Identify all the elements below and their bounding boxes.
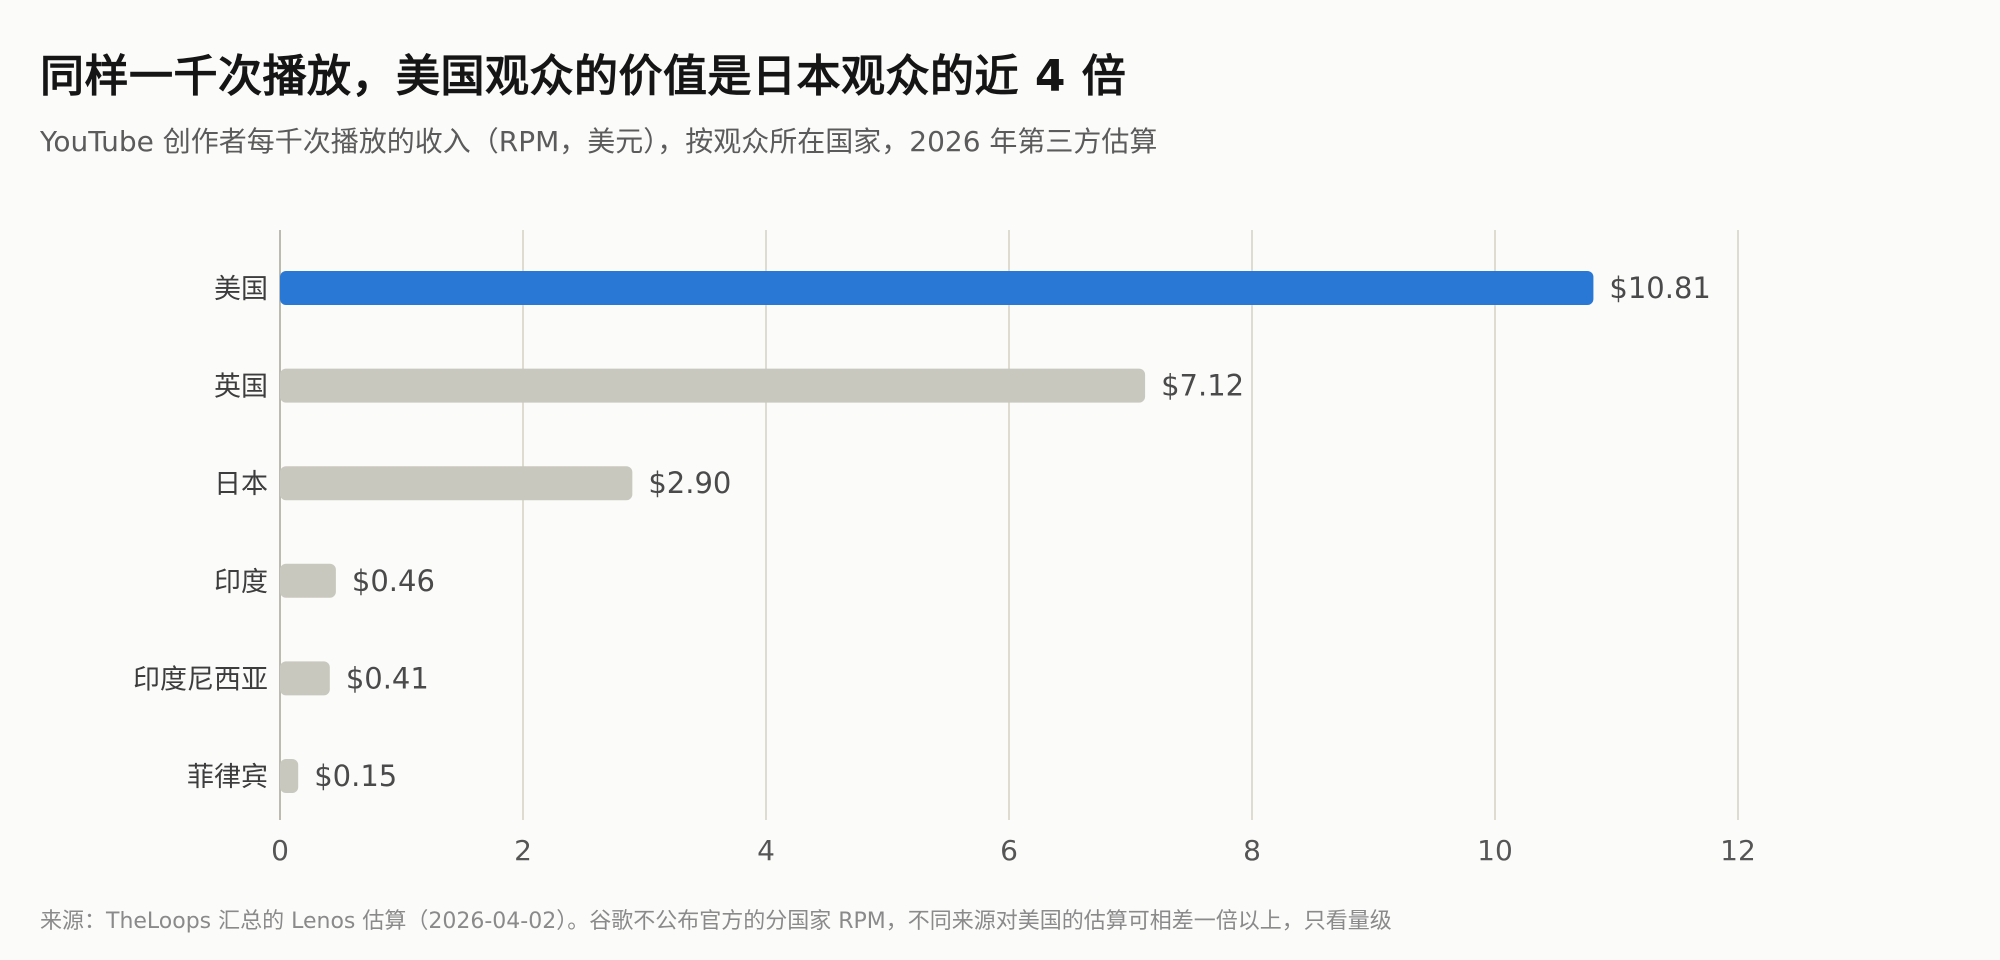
- bar-3: [280, 563, 336, 598]
- x-tick-label: 12: [1720, 834, 1756, 867]
- x-tick-label: 4: [757, 834, 775, 867]
- x-tick-label: 2: [514, 834, 532, 867]
- category-label: 菲律宾: [187, 762, 268, 793]
- value-label: $2.90: [648, 466, 731, 500]
- x-tick-label: 8: [1243, 834, 1261, 867]
- bar-1: [280, 368, 1146, 403]
- bars: [280, 271, 1594, 793]
- x-tick-label: 0: [271, 834, 289, 867]
- x-axis-ticks: 0 2 4 6 8 10 12: [271, 834, 1756, 867]
- value-label: $7.12: [1161, 369, 1244, 403]
- bar-5: [280, 759, 299, 793]
- value-label: $0.41: [346, 661, 429, 695]
- value-label: $0.46: [352, 564, 435, 598]
- page-subtitle: YouTube 创作者每千次播放的收入（RPM，美元），按观众所在国家，2026…: [40, 125, 1158, 158]
- value-labels: $10.81 $7.12 $2.90 $0.46 $0.41 $0.15: [314, 271, 1711, 793]
- category-label: 印度: [214, 567, 268, 598]
- category-label: 日本: [214, 469, 268, 500]
- value-label: $0.15: [314, 759, 397, 793]
- category-label: 印度尼西亚: [133, 664, 268, 695]
- x-tick-label: 10: [1477, 834, 1513, 867]
- x-tick-label: 6: [1000, 834, 1018, 867]
- bar-4: [280, 661, 330, 696]
- category-label: 美国: [214, 274, 268, 305]
- bar-2: [280, 466, 633, 501]
- page-title: 同样一千次播放，美国观众的价值是日本观众的近 4 倍: [40, 51, 1127, 102]
- category-label: 英国: [214, 372, 268, 403]
- bar-0: [280, 271, 1594, 305]
- grid-lines: [522, 230, 1739, 820]
- value-label: $10.81: [1609, 271, 1710, 305]
- source-note: 来源：TheLoops 汇总的 Lenos 估算（2026-04-02）。谷歌不…: [40, 909, 1392, 934]
